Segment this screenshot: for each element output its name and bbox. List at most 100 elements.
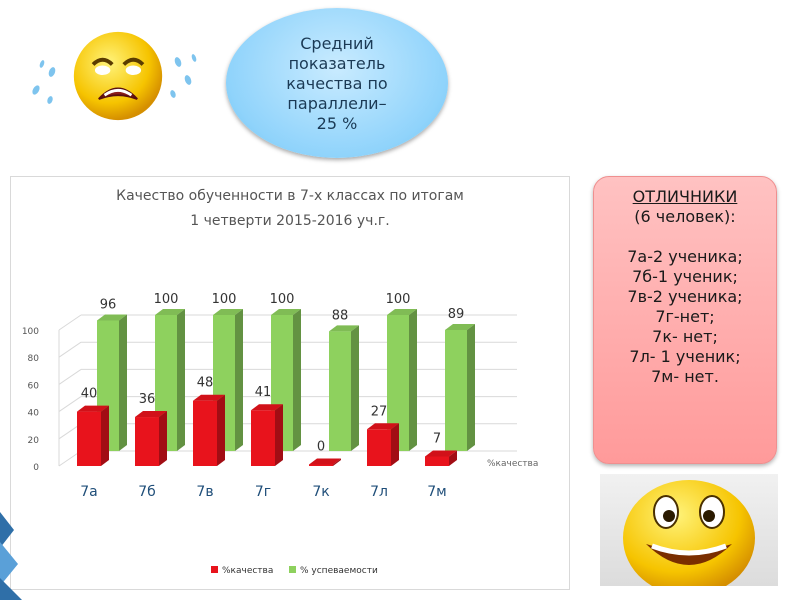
data-label-success: 100	[270, 292, 295, 307]
y-tick-label: 100	[22, 327, 39, 337]
bar-quality-top	[425, 450, 457, 457]
bar-quality	[309, 464, 333, 466]
honors-subtitle: (6 человек):	[634, 207, 736, 226]
gridline	[58, 396, 82, 413]
bar-success-top	[329, 325, 359, 332]
x-tick-label: 7г	[255, 484, 271, 500]
gridline	[58, 368, 82, 385]
gridline	[58, 341, 82, 358]
tears-icon	[32, 54, 197, 104]
x-tick-label: 7в	[196, 484, 213, 500]
legend-label: % успеваемости	[300, 566, 378, 576]
honors-item: 7л- 1 ученик;	[629, 347, 741, 366]
bar-success-side	[177, 309, 185, 451]
honors-item: 7б-1 ученик;	[632, 267, 738, 286]
bar-quality	[251, 410, 275, 466]
bar-quality-top	[77, 405, 109, 412]
y-tick-label: 60	[28, 381, 40, 391]
data-label-quality: 40	[81, 387, 98, 402]
bar-success-top	[387, 309, 417, 315]
legend-label: %качества	[222, 566, 273, 576]
data-label-success: 100	[386, 292, 411, 307]
y-tick-label: 20	[28, 436, 40, 446]
legend-swatch	[211, 566, 218, 573]
happy-face-panel	[600, 474, 778, 596]
gridline	[58, 314, 82, 331]
average-quality-bubble: Средний показатель качества по параллели…	[226, 8, 448, 158]
x-tick-label: 7а	[80, 484, 98, 500]
honors-item: 7а-2 ученика;	[627, 247, 743, 266]
x-tick-label: 7б	[138, 484, 156, 500]
bar-quality	[367, 429, 391, 466]
bar-quality-top	[251, 404, 283, 411]
bar-success-top	[213, 309, 243, 315]
corner-decoration	[0, 512, 22, 600]
x-tick-label: 7м	[427, 484, 446, 500]
data-label-success: 89	[448, 307, 465, 322]
honors-item: 7к- нет;	[652, 327, 718, 346]
x-tick-label: 7к	[312, 484, 329, 500]
y-tick-label: 0	[33, 463, 39, 473]
bar-success-top	[271, 309, 301, 315]
bar-success-side	[293, 309, 301, 451]
honors-list: 7а-2 ученика; 7б-1 ученик; 7в-2 ученика;…	[594, 247, 776, 387]
legend-swatch	[289, 566, 296, 573]
bar-success-side	[235, 309, 243, 451]
bar-quality	[193, 400, 217, 466]
data-label-quality: 36	[139, 392, 156, 407]
data-label-success: 88	[332, 308, 349, 323]
data-label-quality: 0	[317, 440, 325, 455]
bar-quality-side	[449, 450, 457, 466]
bar-success-side	[467, 323, 475, 451]
bar-quality	[135, 417, 159, 466]
happy-face-icon	[623, 480, 755, 596]
bar-quality-top	[309, 458, 341, 465]
bubble-line: параллели–	[287, 94, 387, 113]
bar-success-top	[155, 309, 185, 315]
bar-quality	[77, 411, 101, 466]
bar-quality-top	[135, 411, 167, 418]
data-label-quality: 7	[433, 431, 441, 446]
honors-box: ОТЛИЧНИКИ (6 человек): 7а-2 ученика; 7б-…	[593, 176, 777, 464]
bar-quality-side	[391, 423, 399, 466]
honors-item: 7г-нет;	[655, 307, 715, 326]
honors-title: ОТЛИЧНИКИ	[632, 187, 738, 206]
bubble-line: Средний	[300, 34, 374, 53]
data-label-success: 100	[212, 292, 237, 307]
bar-quality	[425, 456, 449, 466]
y-tick-label: 40	[28, 409, 40, 419]
bar-success-side	[409, 309, 417, 451]
y-tick-label: 80	[28, 354, 40, 364]
data-label-quality: 27	[371, 404, 388, 419]
depth-axis-label: %качества	[487, 459, 538, 469]
bar-quality-side	[101, 405, 109, 466]
x-tick-label: 7л	[370, 484, 388, 500]
bubble-line: качества по	[286, 74, 388, 93]
bar-success-top	[97, 314, 127, 321]
honors-item: 7м- нет.	[651, 367, 719, 386]
chart-title: Качество обученности в 7-х классах по ит…	[116, 188, 464, 204]
bar-quality-side	[217, 394, 225, 466]
bar-success	[329, 331, 351, 451]
quality-chart: Качество обученности в 7-х классах по ит…	[22, 188, 539, 576]
bar-quality-side	[333, 458, 341, 466]
bar-success	[387, 315, 409, 451]
data-label-quality: 41	[255, 385, 272, 400]
data-label-success: 96	[100, 297, 117, 312]
bar-quality-side	[275, 404, 283, 466]
bar-success-side	[351, 325, 359, 451]
honors-item: 7в-2 ученика;	[627, 287, 743, 306]
bar-quality-top	[367, 423, 399, 430]
data-label-success: 100	[154, 292, 179, 307]
bubble-line: показатель	[288, 54, 386, 73]
chart-frame: Качество обученности в 7-х классах по ит…	[10, 176, 570, 590]
bar-success	[445, 329, 467, 451]
crying-face-icon	[73, 31, 163, 121]
bar-quality-top	[193, 394, 225, 401]
bubble-text: Средний показатель качества по параллели…	[262, 34, 412, 134]
bar-quality-side	[159, 411, 167, 466]
bar-success-side	[119, 314, 127, 451]
data-label-quality: 48	[197, 376, 214, 391]
chart-title: 1 четверти 2015-2016 уч.г.	[190, 213, 389, 229]
bar-success-top	[445, 323, 475, 330]
